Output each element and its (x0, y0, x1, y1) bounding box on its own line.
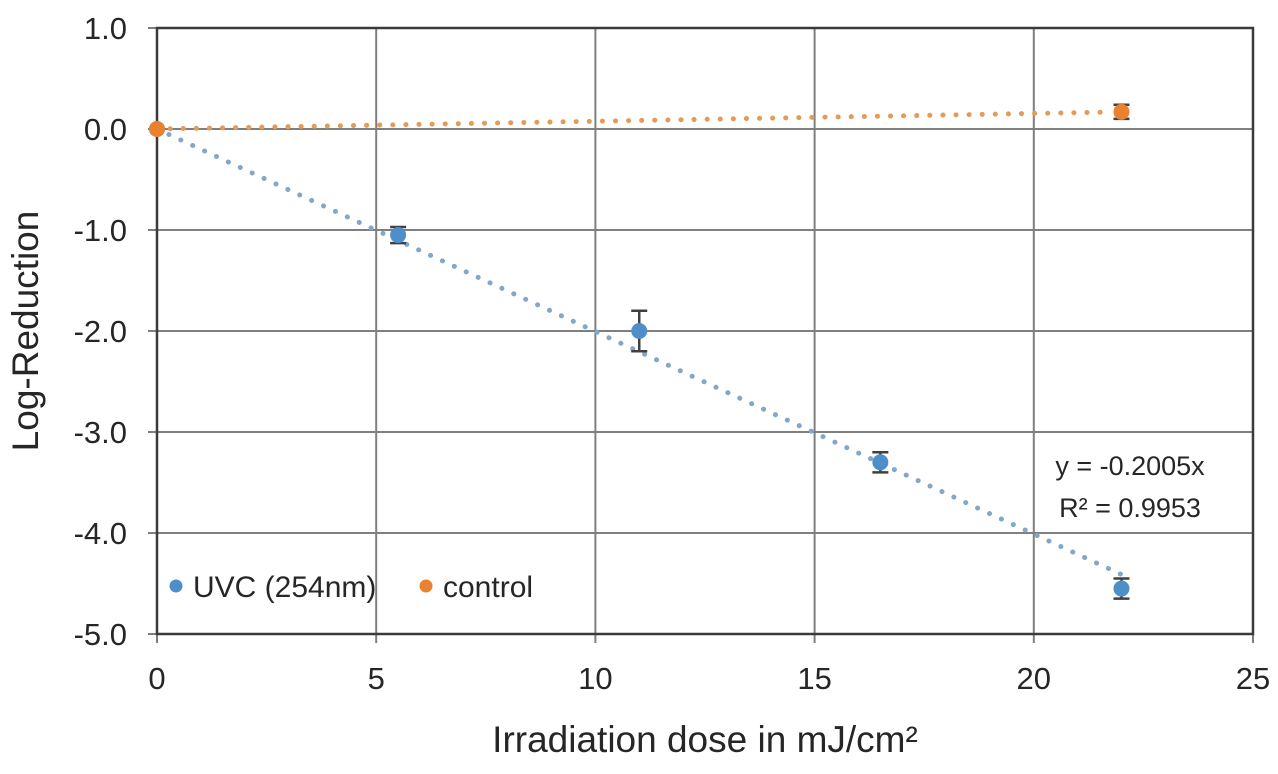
data-point-uvc (390, 227, 407, 244)
plot-border (155, 26, 1255, 636)
legend: UVC (254nm) control (169, 571, 533, 604)
data-point-uvc (872, 454, 889, 471)
x-tick-label: 25 (1236, 661, 1270, 696)
data-point-control (149, 121, 165, 137)
y-axis-title: Log-Reduction (5, 211, 46, 452)
data-point-control (1113, 103, 1130, 120)
trendline-control (154, 109, 1111, 132)
legend-dot-uvc-icon (169, 579, 183, 593)
data-point-uvc (1113, 580, 1130, 597)
y-tick-label: -3.0 (74, 415, 127, 450)
x-tick-label: 0 (148, 661, 165, 696)
x-tick-label: 10 (578, 661, 612, 696)
x-tick-label: 15 (797, 661, 831, 696)
y-tick-label: -4.0 (74, 516, 127, 551)
x-tick-label: 20 (1017, 661, 1051, 696)
x-tick-label: 5 (368, 661, 385, 696)
y-tick-label: -2.0 (74, 314, 127, 349)
trendline-equation: y = -0.2005x (1055, 451, 1205, 481)
x-axis-title: Irradiation dose in mJ/cm² (492, 719, 918, 760)
y-tick-label: -5.0 (74, 617, 127, 652)
y-tick-label: -1.0 (74, 213, 127, 248)
trendline-r-squared: R² = 0.9953 (1059, 493, 1201, 523)
legend-dot-control-icon (419, 579, 433, 593)
legend-label-uvc: UVC (254nm) (193, 571, 376, 604)
data-point-uvc (631, 323, 648, 339)
trendline-uvc (154, 126, 1129, 580)
legend-label-control: control (443, 571, 533, 604)
y-tick-label: 0.0 (84, 112, 127, 147)
y-tick-label: 1.0 (84, 11, 127, 46)
